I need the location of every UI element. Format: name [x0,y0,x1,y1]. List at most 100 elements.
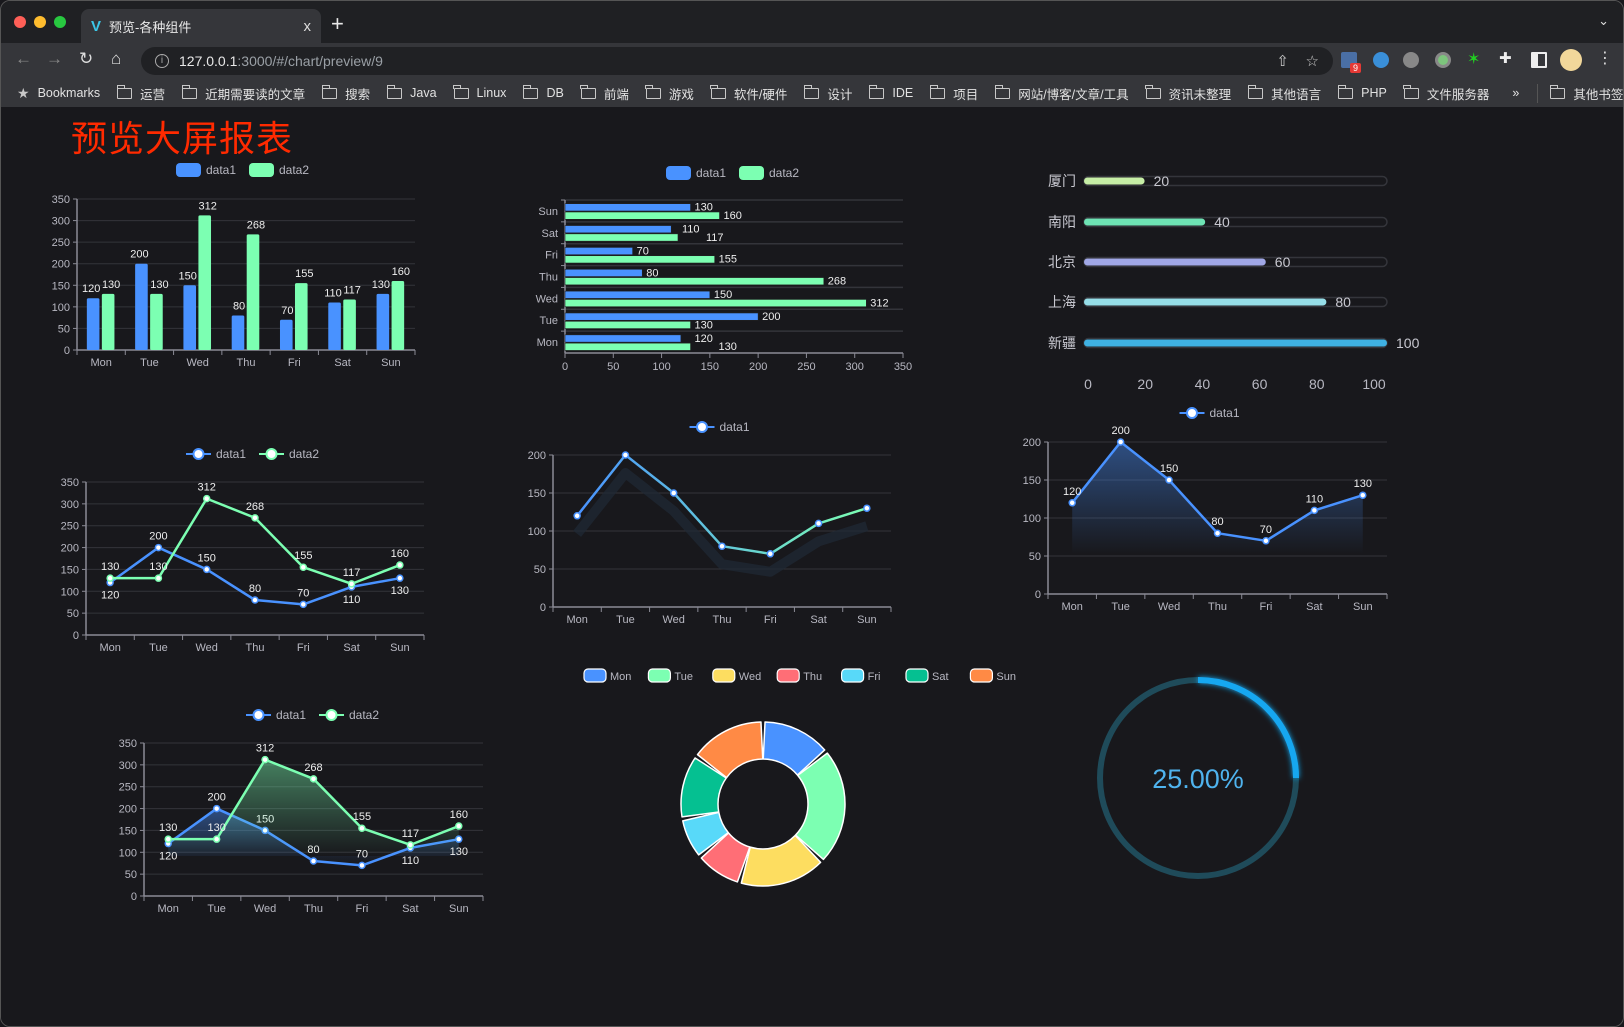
data-point[interactable] [202,494,211,503]
data-point[interactable] [396,561,404,569]
bar-data2[interactable] [150,293,163,350]
tab-close-button[interactable]: x [303,17,312,35]
data-point[interactable] [202,565,211,574]
bar-data2[interactable] [564,211,720,220]
home-icon[interactable]: ⌂ [111,49,122,68]
data-point[interactable] [766,550,775,558]
progress-bar-fill[interactable] [1084,177,1145,185]
data-point[interactable] [106,574,114,582]
bar-data2[interactable] [564,233,679,242]
bookmarks-button[interactable]: ★ Bookmarks [17,85,100,102]
bar-data2[interactable] [564,277,825,286]
bar-data1[interactable] [564,247,633,256]
data-point[interactable] [621,451,630,459]
progress-bar-fill[interactable] [1084,339,1387,347]
bookmark-folder[interactable]: 前端 [580,84,629,103]
bookmark-star-icon[interactable]: ☆ [1305,53,1319,70]
data-point[interactable] [212,804,221,813]
legend-item-Thu[interactable]: Thu [776,668,822,683]
bookmark-folder[interactable]: PHP [1337,84,1387,100]
data-point[interactable] [1165,476,1173,484]
forward-icon[interactable]: → [46,49,63,68]
bookmark-folder[interactable]: 网站/博客/文章/工具 [994,84,1129,103]
data-point[interactable] [347,580,356,588]
data-point[interactable] [1213,529,1222,537]
bar-data1[interactable] [564,225,672,234]
legend-item-data1[interactable]: data1 [666,166,726,180]
data-point[interactable] [251,514,259,522]
data-point[interactable] [164,835,172,843]
data-point[interactable] [455,822,463,830]
data-point[interactable] [154,543,163,552]
legend-item-data2[interactable]: data2 [259,447,319,461]
bookmark-folder[interactable]: 其他语言 [1247,84,1321,103]
data-point[interactable] [396,574,404,582]
legend-item-data2[interactable]: data2 [249,163,309,177]
data-point[interactable] [309,775,318,783]
pie-slice-Thu[interactable] [700,832,751,883]
bar-data2[interactable] [343,299,356,350]
legend-item-data1[interactable]: data1 [176,163,236,177]
data-point[interactable] [863,504,871,512]
bookmark-folder[interactable]: 游戏 [645,84,694,103]
address-bar[interactable]: i 127.0.0.1:3000/#/chart/preview/9 ⇧ ☆ [141,47,1333,75]
site-info-icon[interactable]: i [155,54,169,68]
pie-slice-Wed[interactable] [740,834,822,887]
bar-data2[interactable] [564,255,715,264]
data-point[interactable] [251,596,259,604]
bar-data2[interactable] [101,293,115,350]
progress-bar-fill[interactable] [1084,258,1266,266]
minimize-window-button[interactable] [34,16,46,28]
bookmarks-overflow-button[interactable]: » [1512,86,1520,100]
bar-data1[interactable] [279,319,293,350]
data-point[interactable] [154,574,163,582]
bar-data1[interactable] [328,302,341,350]
bar-data2[interactable] [564,299,867,308]
puzzle-extensions-icon[interactable]: ✚ [1499,50,1512,67]
bar-data1[interactable] [564,312,759,321]
profile-avatar[interactable] [1560,49,1582,71]
green-dot-extension-icon[interactable] [1435,52,1451,68]
data-point[interactable] [212,835,221,843]
bookmark-folder[interactable]: 近期需要读的文章 [181,84,305,103]
command-extension-icon[interactable] [1403,52,1419,68]
data-point[interactable] [814,519,823,528]
progress-bar-fill[interactable] [1084,298,1327,306]
pie-slice-Sat[interactable] [680,757,728,818]
bar-data2[interactable] [294,283,308,350]
bookmark-folder[interactable]: 文件服务器 [1403,84,1489,103]
bar-data1[interactable] [135,263,148,350]
bookmark-folder[interactable]: 设计 [803,84,852,103]
new-tab-button[interactable]: + [331,11,344,36]
bookmark-folder[interactable]: 搜索 [321,84,370,103]
bookmark-folder[interactable]: 软件/硬件 [710,84,787,103]
legend-item-data1[interactable]: data1 [246,708,306,722]
bar-data2[interactable] [564,320,691,329]
share-icon[interactable]: ⇧ [1276,53,1289,70]
bar-data1[interactable] [564,334,682,343]
progress-bar-fill[interactable] [1084,218,1206,226]
bar-data2[interactable] [198,215,212,350]
bookmark-folder[interactable]: 项目 [929,84,978,103]
other-bookmarks-folder[interactable]: 其他书签 [1537,83,1623,103]
data-point[interactable] [261,755,269,764]
bar-data1[interactable] [183,285,197,350]
close-window-button[interactable] [14,16,26,28]
legend-item-Wed[interactable]: Wed [712,668,761,683]
data-point[interactable] [299,563,308,571]
data-point[interactable] [309,857,318,865]
data-point[interactable] [1262,537,1270,545]
legend-item-data2[interactable]: data2 [739,166,799,180]
gem-extension-icon[interactable] [1373,52,1389,68]
legend-item-data1[interactable]: data1 [1179,406,1240,420]
legend-item-Tue[interactable]: Tue [647,668,693,683]
data-point[interactable] [1068,499,1076,507]
pie-slice-Sun[interactable] [696,721,764,779]
bar-data1[interactable] [376,293,390,350]
maximize-window-button[interactable] [54,16,66,28]
data-point[interactable] [299,600,308,609]
bar-data1[interactable] [231,315,245,350]
pie-slice-Tue[interactable] [794,752,846,861]
bar-data2[interactable] [391,280,405,350]
pie-slice-Mon[interactable] [762,721,826,776]
